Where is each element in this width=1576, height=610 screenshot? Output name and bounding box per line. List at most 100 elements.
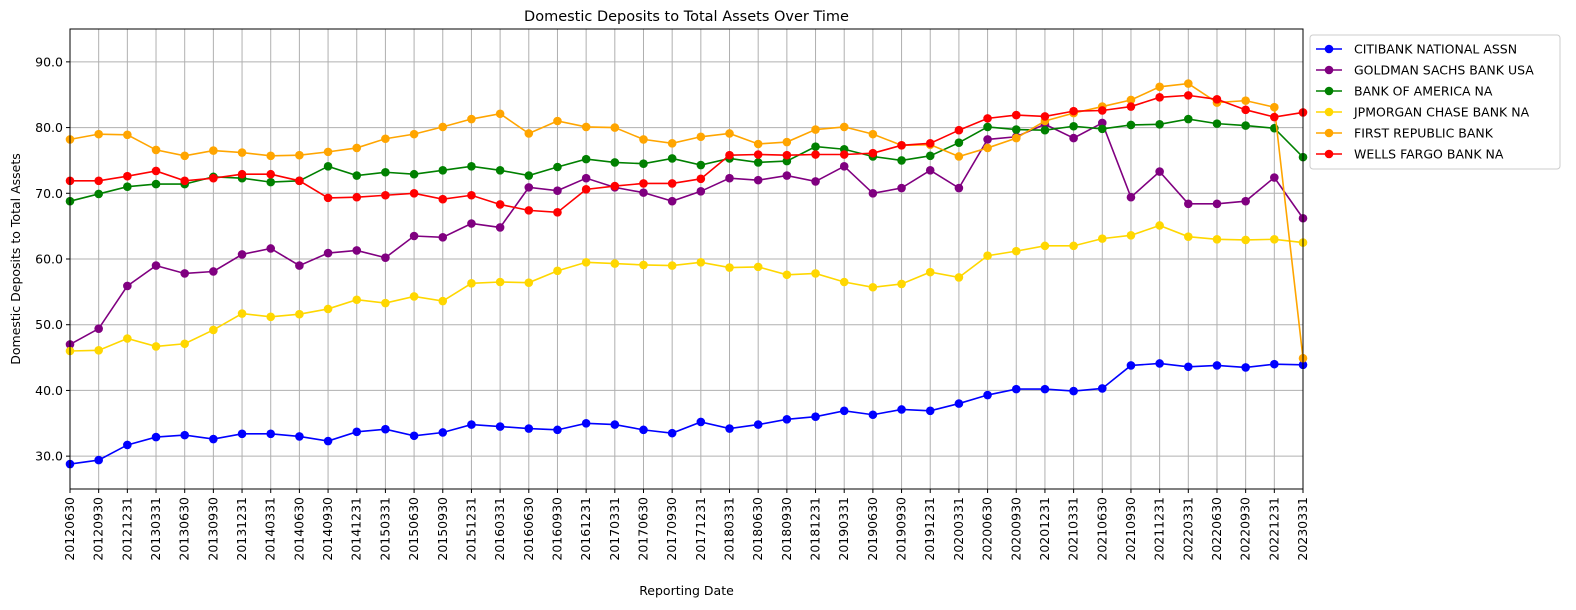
data-point [1040,384,1050,394]
data-point [352,427,362,437]
data-point [381,298,390,308]
x-axis: 20120630 20120930 20121231 20130331 20130630… [62,489,1310,561]
data-point [839,162,849,171]
data-point [266,312,276,322]
legend-marker [1324,44,1334,54]
legend-marker [1324,149,1334,159]
data-point [782,150,792,160]
data-point [581,418,591,428]
data-point [753,139,763,149]
data-point [524,206,534,215]
data-point [1212,361,1222,370]
legend-item: WELLS FARGO BANK NA [1316,147,1504,162]
x-tick-label: 20180630 [750,497,765,561]
x-tick-label: 20221231 [1266,497,1281,561]
series-line [69,362,1304,465]
data-point [467,420,476,429]
data-point [1097,234,1107,243]
series-line [69,118,1304,202]
data-point [381,167,390,177]
data-point [696,187,706,196]
series [65,91,1308,217]
data-point [467,162,476,171]
data-point [725,129,734,138]
legend-label: WELLS FARGO BANK NA [1354,147,1504,162]
data-point [295,150,304,160]
series [65,114,1308,206]
x-tick-label: 20200630 [980,497,995,561]
data-point [237,250,247,259]
data-point [409,169,419,179]
data-point [553,186,562,195]
data-point [352,143,362,153]
data-point [954,399,964,408]
data-point [811,125,820,134]
x-tick-label: 20220930 [1238,497,1253,561]
data-point [897,405,906,414]
data-point [209,146,218,155]
data-point [1097,124,1107,134]
data-point [811,177,820,186]
data-point [553,425,562,435]
x-tick-label: 20200331 [951,497,966,561]
data-point [667,139,677,148]
data-point [323,193,333,203]
x-tick-label: 20120930 [91,497,106,561]
data-point [925,267,935,277]
data-point [438,122,448,132]
data-point [123,182,132,192]
data-point [667,154,677,163]
data-point [1155,82,1164,92]
data-point [409,292,419,301]
data-point [237,148,247,157]
data-point [1184,114,1193,124]
data-point [123,281,132,291]
x-tick-label: 20130930 [205,497,220,561]
data-point [696,174,706,184]
x-tick-label: 20140930 [320,497,335,561]
y-tick-label: 80.0 [35,120,63,135]
data-point [266,429,276,439]
data-point [1069,133,1078,143]
data-point [94,455,103,465]
series-line [69,121,1304,346]
data-point [811,150,820,159]
data-point [983,390,992,400]
data-point [524,183,534,192]
data-point [1126,361,1136,370]
y-axis: 30.0 40.0 50.0 60.0 70.0 80.0 90.0 [35,54,70,464]
data-point [295,176,304,186]
data-point [1184,232,1193,241]
data-point [811,269,820,278]
x-tick-label: 20220630 [1209,497,1224,561]
data-point [209,434,218,444]
data-point [954,152,964,161]
data-point [839,277,849,287]
data-point [467,114,476,124]
x-tick-label: 20150331 [377,497,392,561]
x-tick-label: 20160331 [492,497,507,561]
data-point [925,151,935,161]
data-point [94,189,103,199]
data-point [753,420,763,429]
data-point [209,173,218,183]
data-point [696,132,706,142]
x-axis-label: Reporting Date [639,583,734,598]
data-point [610,123,620,132]
data-point [180,176,189,186]
x-tick-label: 20130331 [148,497,163,561]
data-point [983,135,992,144]
series [65,359,1308,469]
data-point [438,296,448,306]
x-tick-label: 20210930 [1123,497,1138,561]
data-point [581,154,591,164]
grid [69,29,1304,489]
x-tick-label: 20191231 [922,497,937,561]
data-point [524,171,534,180]
data-point [925,139,935,148]
x-tick-label: 20220331 [1180,497,1195,561]
x-tick-label: 20190331 [836,497,851,561]
data-point [983,122,992,132]
data-point [1184,91,1193,100]
